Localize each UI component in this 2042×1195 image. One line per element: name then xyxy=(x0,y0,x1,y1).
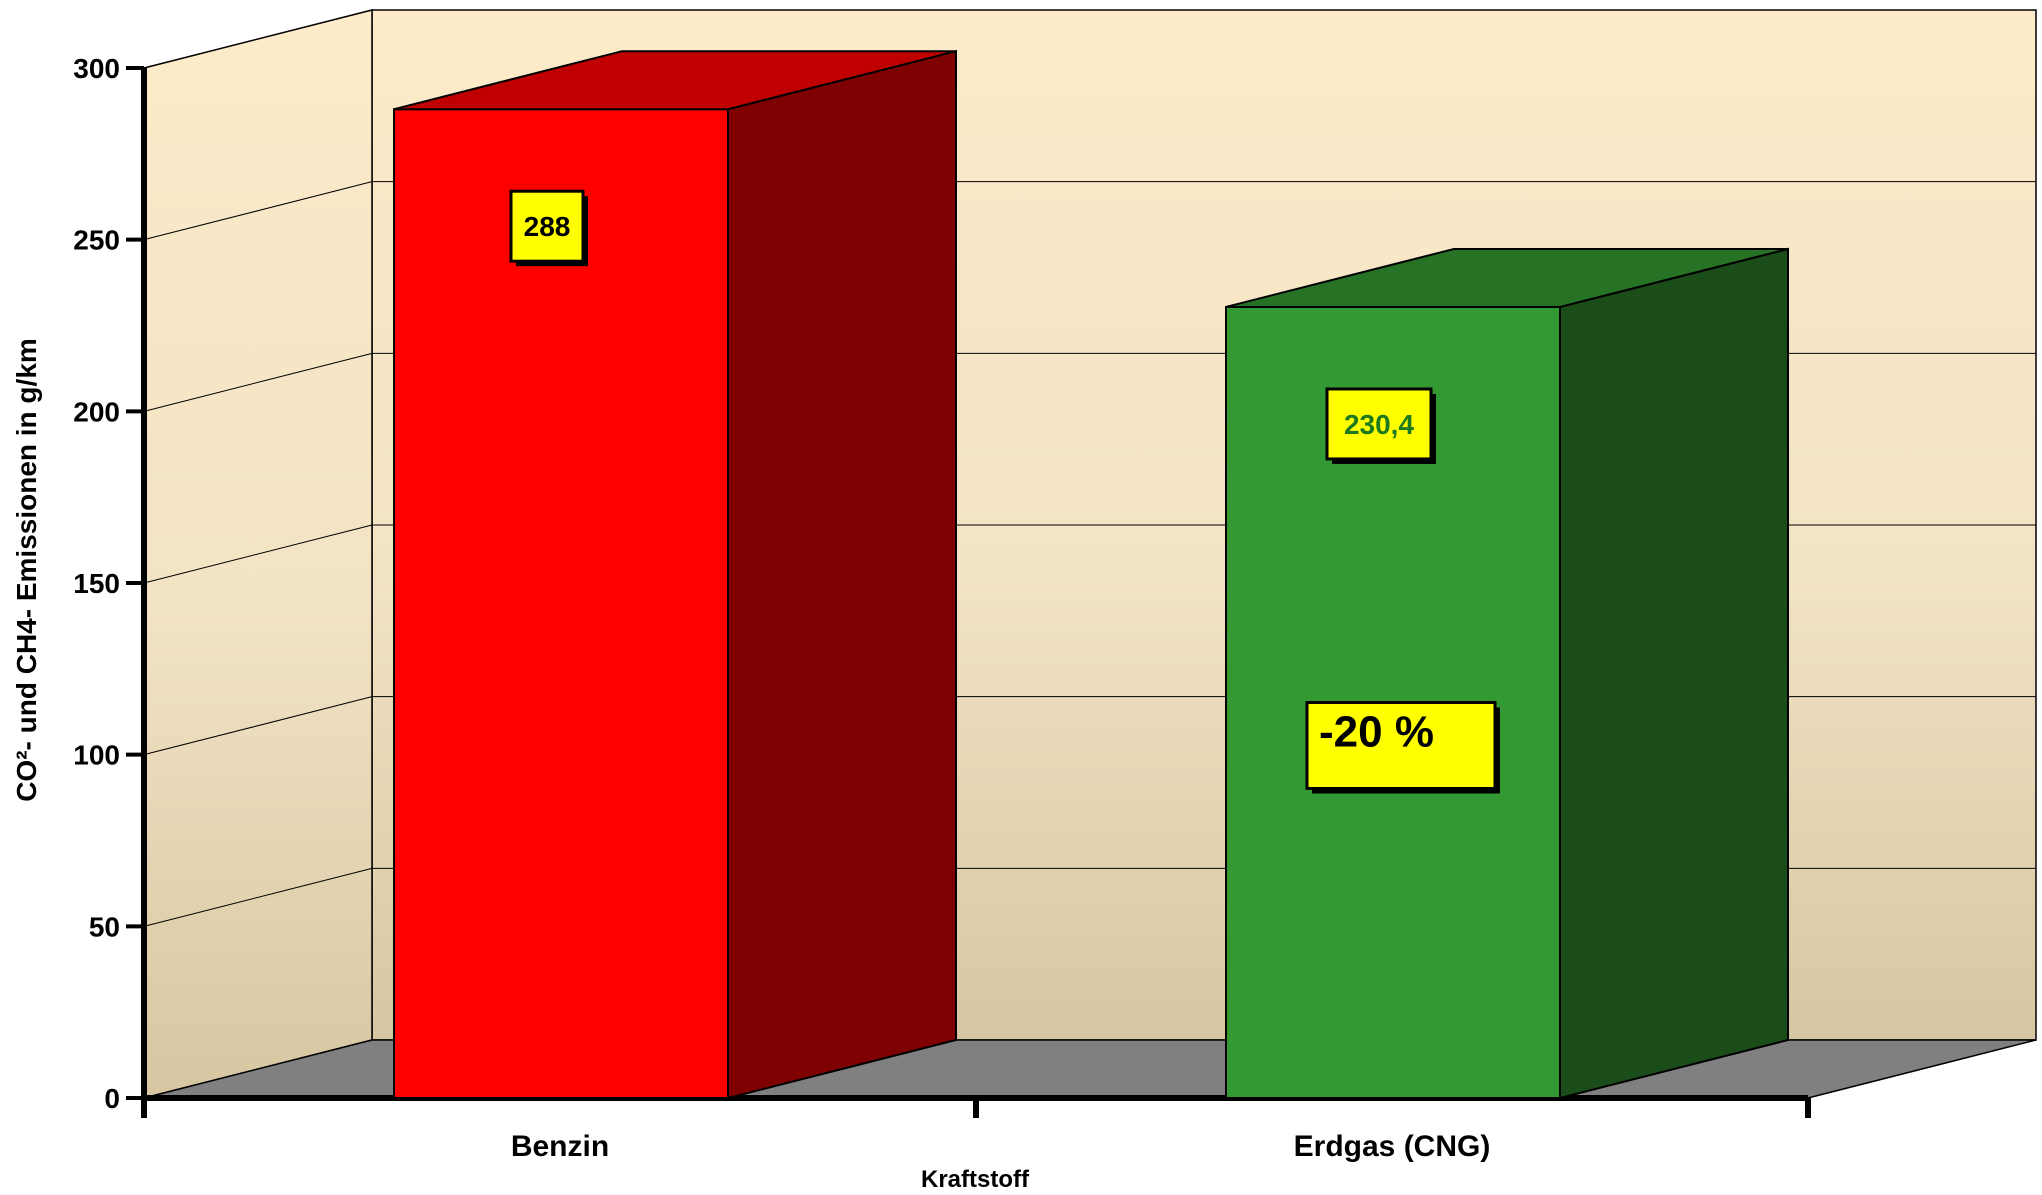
annotation-text-0: -20 % xyxy=(1319,707,1434,756)
category-label-0: Benzin xyxy=(511,1130,609,1163)
bar-top-1 xyxy=(1225,247,1789,308)
annotation-0: -20 % xyxy=(1305,700,1500,794)
y-tick-label-2: 100 xyxy=(73,740,120,771)
y-tick-label-4: 200 xyxy=(73,396,120,427)
y-tick-label-6: 300 xyxy=(73,53,120,84)
gridline-side-1 xyxy=(143,867,373,927)
bar-side-1 xyxy=(1559,247,1789,1100)
gridline-side-6 xyxy=(143,9,373,69)
bar-1: 230,4 xyxy=(1225,247,1789,1100)
gridline-side-2 xyxy=(143,696,373,756)
data-label-0: 288 xyxy=(524,211,571,242)
y-tick-label-5: 250 xyxy=(73,225,120,256)
data-label-box-1 xyxy=(1325,387,1433,461)
gridline-side-4 xyxy=(143,352,373,412)
y-tick-label-0: 0 xyxy=(104,1083,120,1114)
bar-top-0 xyxy=(393,50,957,111)
data-label-box-0 xyxy=(509,189,585,263)
bars: 288 230,4 -20 % xyxy=(393,49,1789,1100)
x-axis-title: Kraftstoff xyxy=(921,1166,1030,1193)
gridline-side-5 xyxy=(143,181,373,241)
y-axis-title: CO²- und CH4- Emissionen in g/km xyxy=(11,338,42,802)
axis-labels: 0 50 100 150 200 250 300 Benzin Erdgas (CNG) xyxy=(73,53,1490,1163)
y-tick-label-1: 50 xyxy=(89,911,120,942)
gridline-side-3 xyxy=(143,524,373,584)
data-label-1: 230,4 xyxy=(1344,409,1414,440)
y-tick-label-3: 150 xyxy=(73,568,120,599)
category-label-1: Erdgas (CNG) xyxy=(1294,1130,1491,1163)
annotation-box-0 xyxy=(1305,700,1497,790)
bar-0: 288 xyxy=(393,49,957,1100)
bar-side-0 xyxy=(727,49,957,1100)
